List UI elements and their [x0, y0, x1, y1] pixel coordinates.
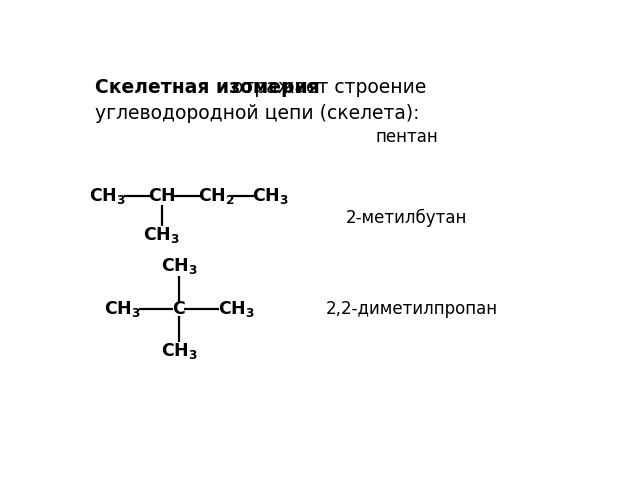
- Text: $\mathbf{CH_3}$: $\mathbf{CH_3}$: [161, 256, 198, 276]
- Text: $\mathbf{CH_3}$: $\mathbf{CH_3}$: [104, 299, 141, 319]
- Text: 2,2-диметилпропан: 2,2-диметилпропан: [326, 300, 498, 318]
- Text: углеводородной цепи (скелета):: углеводородной цепи (скелета):: [95, 104, 419, 123]
- Text: пентан: пентан: [375, 128, 438, 146]
- Text: 2-метилбутан: 2-метилбутан: [346, 209, 467, 228]
- Text: отражает строение: отражает строение: [227, 78, 427, 97]
- Text: $\mathbf{CH_2}$: $\mathbf{CH_2}$: [198, 186, 235, 206]
- Text: $\mathbf{CH_3}$: $\mathbf{CH_3}$: [253, 186, 289, 206]
- Text: $\mathbf{CH_3}$: $\mathbf{CH_3}$: [143, 225, 180, 245]
- Text: Скелетная изомерия: Скелетная изомерия: [95, 78, 319, 97]
- Text: $\mathbf{CH_3}$: $\mathbf{CH_3}$: [89, 186, 125, 206]
- Text: $\mathbf{CH_3}$: $\mathbf{CH_3}$: [218, 299, 255, 319]
- Text: $\mathbf{CH_3}$: $\mathbf{CH_3}$: [161, 341, 198, 361]
- Text: $\mathbf{C}$: $\mathbf{C}$: [172, 300, 186, 318]
- Text: $\mathbf{CH}$: $\mathbf{CH}$: [148, 187, 176, 205]
